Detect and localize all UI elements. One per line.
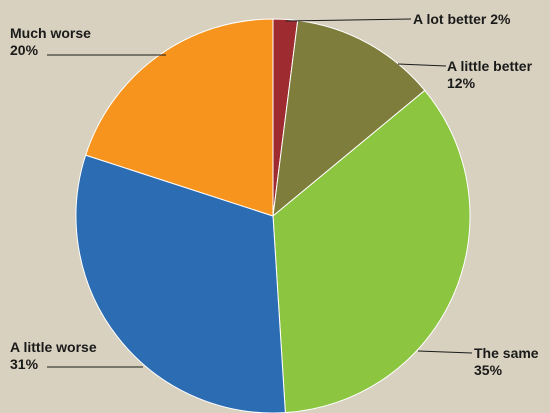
- pie-slice-much-worse: [85, 18, 274, 217]
- slice-label-value-much-worse: 20%: [10, 42, 39, 58]
- slice-label-name-a-little-better: A little better: [447, 58, 533, 74]
- leader-line-a-little-better: [397, 63, 447, 67]
- slice-label-a-lot-better: A lot better 2%: [413, 11, 511, 27]
- slices-layer: [75, 18, 471, 413]
- slice-label-value-the-same: 35%: [474, 362, 503, 378]
- slice-label-value-a-lot-better: 2%: [490, 11, 511, 27]
- slice-label-name-a-lot-better: A lot better: [413, 11, 490, 27]
- leader-line-the-same: [417, 350, 473, 354]
- pie-slice-a-little-better: [272, 19, 426, 218]
- slice-label-the-same: The same 35%: [474, 345, 539, 378]
- pie-slice-a-little-worse: [75, 154, 286, 413]
- slice-label-value-a-little-better: 12%: [447, 75, 476, 91]
- leader-line-a-lot-better: [285, 18, 412, 22]
- slice-label-value-a-little-worse: 31%: [10, 356, 39, 372]
- slice-label-a-little-worse: A little worse 31%: [10, 339, 97, 372]
- slice-label-name-the-same: The same: [474, 345, 539, 361]
- slice-label-name-much-worse: Much worse: [10, 25, 91, 41]
- pie-slice-the-same: [272, 89, 471, 413]
- labels-layer: A lot better 2% A little better 12% The sam…: [10, 11, 539, 378]
- slice-label-much-worse: Much worse 20%: [10, 25, 91, 58]
- slice-label-name-a-little-worse: A little worse: [10, 339, 97, 355]
- slice-label-a-little-better: A little better 12%: [447, 58, 533, 91]
